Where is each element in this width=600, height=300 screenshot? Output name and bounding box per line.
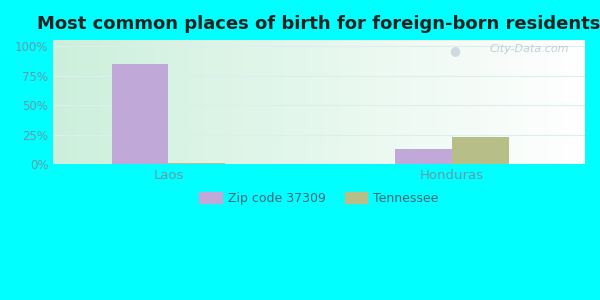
- Text: ●: ●: [449, 44, 460, 57]
- Title: Most common places of birth for foreign-born residents: Most common places of birth for foreign-…: [37, 15, 600, 33]
- Bar: [112, 64, 169, 164]
- Text: City-Data.com: City-Data.com: [490, 44, 569, 54]
- Bar: [169, 163, 225, 164]
- Bar: [452, 137, 509, 164]
- Legend: Zip code 37309, Tennessee: Zip code 37309, Tennessee: [194, 187, 444, 210]
- Bar: [395, 149, 452, 164]
